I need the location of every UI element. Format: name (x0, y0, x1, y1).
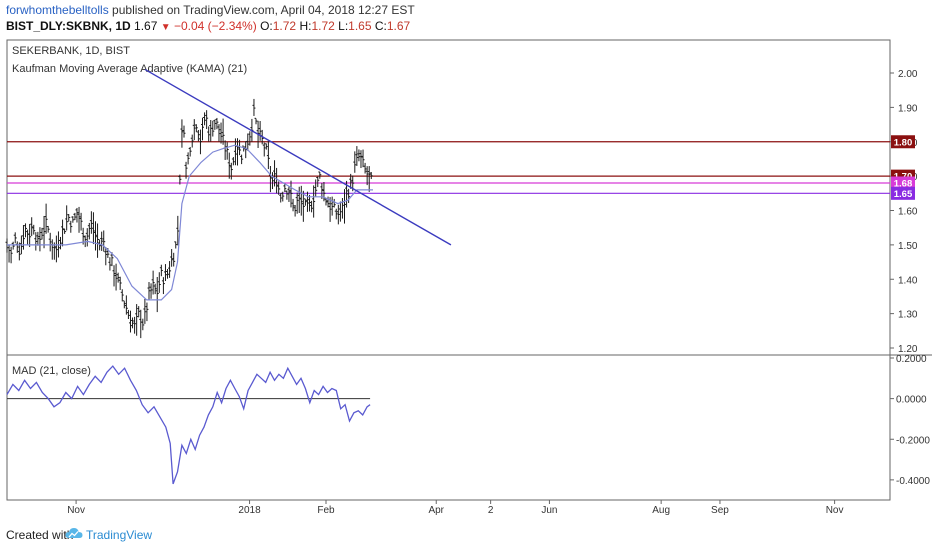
time-tick-label: Apr (428, 505, 444, 516)
mad-pane-title: MAD (21, close) (12, 365, 91, 377)
footer: Created with TradingView (0, 522, 932, 550)
symbol-label: BIST_DLY:SKBNK, 1D (6, 19, 131, 33)
time-axis: Nov2018FebApr2JunAugSepNov2019 (67, 500, 844, 516)
high-value: 1.72 (311, 19, 335, 33)
tradingview-brand[interactable]: TradingView (86, 528, 153, 542)
open-value: 1.72 (272, 19, 297, 33)
high-label: H: (299, 19, 312, 33)
low-value: 1.65 (348, 19, 372, 33)
candles (5, 98, 373, 339)
kama-line (7, 144, 373, 301)
level-tag-label: 1.68 (894, 179, 913, 190)
price-tick-label: 1.30 (898, 310, 918, 321)
down-triangle-icon: ▼ (160, 22, 171, 33)
level-labels: 1.801.701.681.65 (891, 135, 915, 200)
level-tag (891, 135, 915, 149)
level-tag-label: 1.65 (894, 189, 913, 200)
symbol-info: BIST_DLY:SKBNK, 1D 1.67 ▼ −0.04 (−2.34%)… (6, 19, 410, 33)
price-tick-label: 2.00 (898, 69, 918, 80)
chart-canvas[interactable]: SEKERBANK, 1D, BIST Kaufman Moving Avera… (0, 36, 932, 522)
chart-header: forwhomthebelltolls published on Trading… (0, 0, 932, 36)
created-with-text: Created with (6, 528, 74, 542)
level-tag (891, 186, 915, 200)
level-tag (891, 176, 915, 190)
trend-line[interactable] (144, 68, 452, 246)
mad-tick-label: 0.2000 (896, 354, 927, 365)
close-value: 1.67 (386, 19, 411, 33)
time-tick-label: Feb (317, 505, 335, 516)
mad-tick-label: -0.4000 (896, 476, 930, 487)
time-tick-label: Sep (711, 505, 729, 516)
price-tick-label: 1.90 (898, 103, 918, 114)
price-axis: 2.001.901.801.701.601.501.401.301.20 (890, 69, 918, 355)
mad-tick-label: 0.0000 (896, 395, 927, 406)
price-tick-label: 1.20 (898, 344, 918, 355)
last-price: 1.67 (134, 19, 158, 33)
price-tick-label: 1.50 (898, 241, 918, 252)
horizontal-levels (7, 141, 890, 194)
level-tag-label: 1.80 (894, 137, 913, 148)
mad-line (6, 365, 371, 485)
time-tick-label: 2 (488, 505, 494, 516)
time-tick-label: 2018 (238, 505, 261, 516)
time-tick-label: Nov (826, 505, 844, 516)
chart-frame (6, 39, 891, 501)
price-tick-label: 1.40 (898, 275, 918, 286)
close-label: C: (374, 19, 387, 33)
publish-info: forwhomthebelltolls published on Trading… (6, 3, 415, 17)
published-text: published on TradingView.com, April 04, … (108, 3, 415, 17)
price-pane-title: SEKERBANK, 1D, BIST (12, 45, 130, 57)
time-tick-label: Jun (541, 505, 557, 516)
low-label: L: (338, 19, 349, 33)
author-link[interactable]: forwhomthebelltolls (6, 3, 109, 17)
mad-tick-label: -0.2000 (896, 435, 930, 446)
kama-label: Kaufman Moving Average Adaptive (KAMA) (… (12, 63, 247, 75)
time-tick-label: Aug (652, 505, 670, 516)
mad-axis: 0.2000 0.0000 -0.2000 -0.4000 (890, 354, 930, 487)
price-tick-label: 1.60 (898, 207, 918, 218)
tradingview-cloud-icon (65, 528, 83, 538)
price-change: −0.04 (−2.34%) (173, 19, 257, 33)
time-tick-label: Nov (67, 505, 85, 516)
open-label: O: (260, 19, 273, 33)
